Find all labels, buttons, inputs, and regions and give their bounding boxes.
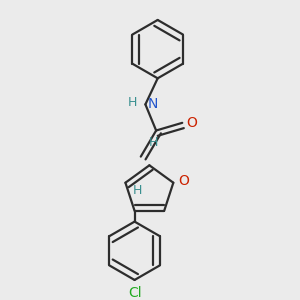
Text: Cl: Cl xyxy=(128,286,141,300)
Text: H: H xyxy=(128,96,137,110)
Text: O: O xyxy=(178,174,189,188)
Text: H: H xyxy=(148,136,158,149)
Text: N: N xyxy=(148,98,158,111)
Text: O: O xyxy=(186,116,197,130)
Text: H: H xyxy=(133,184,142,197)
